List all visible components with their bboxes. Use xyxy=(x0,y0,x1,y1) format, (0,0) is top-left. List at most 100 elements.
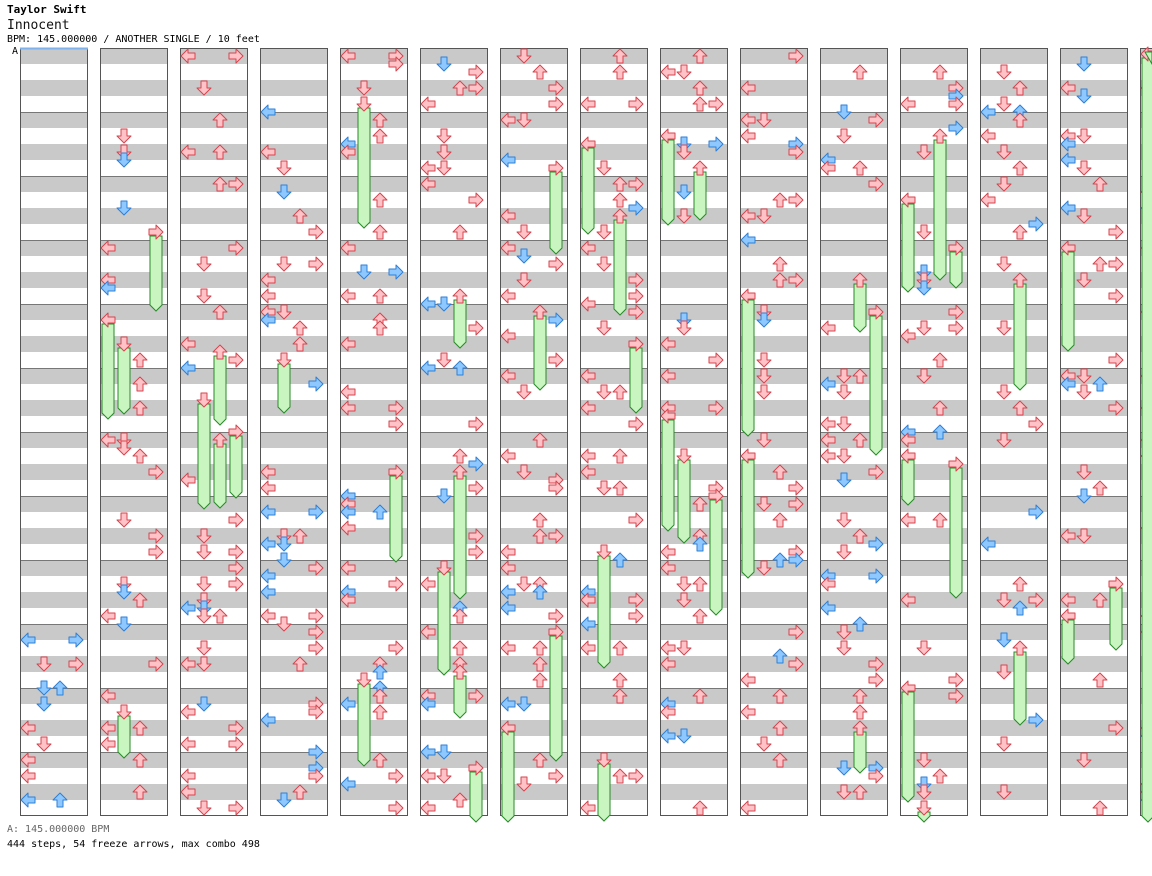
column-border xyxy=(820,48,888,816)
stripe xyxy=(820,560,888,576)
stripe xyxy=(20,496,88,512)
stripe xyxy=(260,800,328,816)
freeze-body xyxy=(453,475,467,600)
stripe xyxy=(100,144,168,160)
stripe xyxy=(980,720,1048,736)
up-arrow-icon xyxy=(1092,176,1108,192)
stripe xyxy=(660,768,728,784)
stripe xyxy=(100,192,168,208)
down-arrow-icon xyxy=(356,672,372,688)
down-arrow-icon xyxy=(436,768,452,784)
down-arrow-icon xyxy=(996,256,1012,272)
stripe xyxy=(980,208,1048,224)
stripe xyxy=(340,48,408,64)
down-arrow-icon xyxy=(756,736,772,752)
freeze-body xyxy=(949,251,963,289)
stripe xyxy=(580,304,648,320)
up-arrow-icon xyxy=(452,80,468,96)
left-arrow-icon xyxy=(340,520,356,536)
stripe xyxy=(20,736,88,752)
stripe xyxy=(260,192,328,208)
freeze-body xyxy=(869,315,883,456)
right-arrow-icon xyxy=(1108,352,1124,368)
right-arrow-icon xyxy=(228,424,244,440)
stripe xyxy=(1060,512,1128,528)
stripe xyxy=(260,128,328,144)
stripe xyxy=(340,592,408,608)
down-arrow-icon xyxy=(1076,160,1092,176)
up-arrow-icon xyxy=(772,256,788,272)
down-arrow-icon xyxy=(836,128,852,144)
stripe xyxy=(500,96,568,112)
left-arrow-icon xyxy=(900,432,916,448)
stripe xyxy=(820,768,888,784)
freeze-arrow xyxy=(917,811,931,823)
stripe xyxy=(900,624,968,640)
left-arrow-icon xyxy=(20,768,36,784)
stripe xyxy=(420,624,488,640)
stripe xyxy=(180,416,248,432)
left-arrow-icon xyxy=(740,800,756,816)
up-arrow-icon xyxy=(292,528,308,544)
stripe xyxy=(1060,64,1128,80)
chart-column xyxy=(100,48,168,816)
down-arrow-icon xyxy=(996,96,1012,112)
right-arrow-icon xyxy=(548,624,564,640)
right-arrow-icon xyxy=(868,112,884,128)
stripe xyxy=(100,704,168,720)
stripe xyxy=(100,464,168,480)
up-arrow-icon xyxy=(852,688,868,704)
stripe xyxy=(820,144,888,160)
chart-column xyxy=(340,48,408,816)
up-arrow-icon xyxy=(932,352,948,368)
stripe xyxy=(740,96,808,112)
stripe xyxy=(820,512,888,528)
stripe xyxy=(420,96,488,112)
stripe xyxy=(580,160,648,176)
down-arrow-icon xyxy=(996,144,1012,160)
right-arrow-icon xyxy=(1028,592,1044,608)
right-arrow-icon xyxy=(1028,416,1044,432)
stripe xyxy=(260,64,328,80)
freeze-arrow xyxy=(117,715,131,759)
left-arrow-icon xyxy=(980,192,996,208)
down-arrow-icon xyxy=(756,368,772,384)
stripe xyxy=(500,384,568,400)
stripe xyxy=(100,80,168,96)
up-arrow-icon xyxy=(772,552,788,568)
up-arrow-icon xyxy=(372,704,388,720)
stripe xyxy=(820,96,888,112)
right-arrow-icon xyxy=(628,768,644,784)
stripe xyxy=(740,304,808,320)
stripe xyxy=(500,416,568,432)
stripe xyxy=(580,496,648,512)
down-arrow-icon xyxy=(436,560,452,576)
stripe xyxy=(900,112,968,128)
down-arrow-icon xyxy=(916,280,932,296)
right-arrow-icon xyxy=(148,544,164,560)
stripe xyxy=(20,512,88,528)
stripe xyxy=(180,272,248,288)
freeze-arrow xyxy=(389,475,403,563)
down-arrow-icon xyxy=(676,64,692,80)
down-arrow-icon xyxy=(196,608,212,624)
stripe xyxy=(420,368,488,384)
down-arrow-icon xyxy=(836,384,852,400)
freeze-arrow xyxy=(581,147,595,235)
stripe xyxy=(20,256,88,272)
left-arrow-icon xyxy=(340,288,356,304)
left-arrow-icon xyxy=(500,696,516,712)
stripe xyxy=(820,48,888,64)
stripe xyxy=(20,720,88,736)
stripe xyxy=(20,464,88,480)
stripe xyxy=(340,416,408,432)
stripe xyxy=(420,736,488,752)
left-arrow-icon xyxy=(900,328,916,344)
stripe xyxy=(260,448,328,464)
left-arrow-icon xyxy=(100,312,116,328)
down-arrow-icon xyxy=(916,640,932,656)
right-arrow-icon xyxy=(468,480,484,496)
stripe xyxy=(180,688,248,704)
right-arrow-icon xyxy=(628,96,644,112)
up-arrow-icon xyxy=(452,360,468,376)
